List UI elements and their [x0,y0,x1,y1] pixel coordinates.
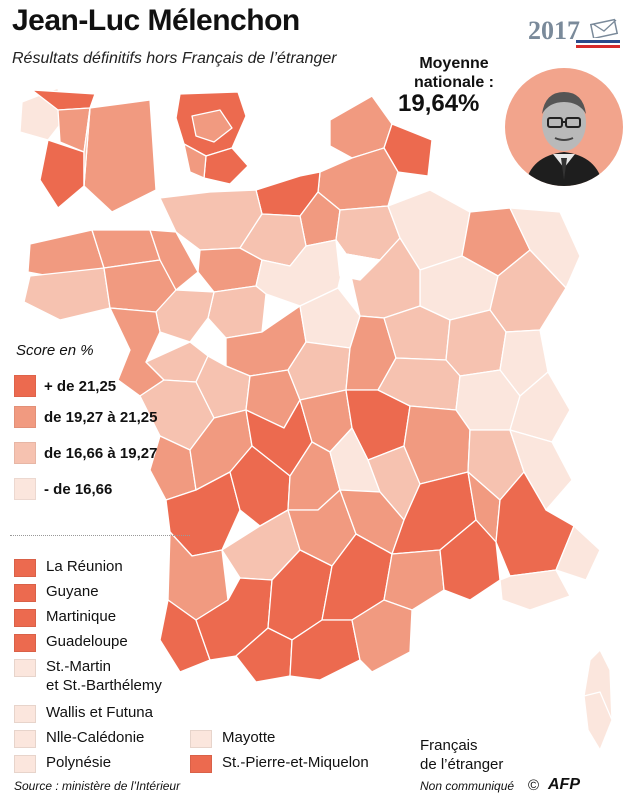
overseas-item: Nlle-Calédonie [14,728,144,748]
overseas-item: Mayotte [190,728,275,748]
overseas-swatch [14,634,36,652]
ballot-envelope-icon [590,18,619,38]
overseas-item: Martinique [14,607,116,627]
overseas-label: Martinique [46,608,117,625]
overseas-item: Guyane [14,582,99,602]
region-idf-east [83,99,157,213]
logo-year: 2017 [528,16,580,45]
region-idf-south [39,139,85,209]
abroad-label: Français de l’étranger [420,736,503,774]
candidate-portrait [505,68,623,186]
overseas-swatch [14,705,36,723]
overseas-label: Polynésie [46,754,112,771]
legend-swatch [14,478,36,500]
overseas-label: Mayotte [222,729,276,746]
overseas-swatch [190,730,212,748]
national-average-label: Moyenne nationale : [400,54,508,92]
legend-swatch [14,375,36,397]
national-average-label-line1: Moyenne [419,55,489,72]
election-2017-logo: 2017 [528,14,620,54]
overseas-swatch [14,584,36,602]
overseas-label: La Réunion [46,558,123,575]
national-average-label-line2: nationale : [413,74,494,91]
overseas-swatch [14,609,36,627]
overseas-swatch [14,559,36,577]
region-idf-south2 [83,107,91,187]
overseas-swatch [14,659,36,677]
overseas-label: St.-Pierre-et-Miquelon [222,754,369,771]
overseas-item: Wallis et Futuna [14,703,153,723]
legend-item: - de 16,66 [14,476,112,502]
legend-label: de 19,27 à 21,25 [44,408,158,426]
legend-label: - de 16,66 [44,480,113,498]
national-average-value: 19,64% [398,90,480,117]
overseas-label: Guadeloupe [46,633,128,650]
abroad-label-line1: Français [420,737,478,754]
overseas-item: La Réunion [14,557,123,577]
map-title: Jean-Luc Mélenchon [12,4,300,37]
corsica [583,649,613,751]
overseas-item: Guadeloupe [14,632,128,652]
source-note: Source : ministère de l’Intérieur [14,779,181,793]
france-map [19,87,613,751]
legend-swatch [14,406,36,428]
legend-divider [10,535,190,536]
legend-item: de 16,66 à 19,27 [14,440,157,466]
paris-blank [335,239,381,281]
legend-item: de 19,27 à 21,25 [14,404,157,430]
map-subtitle: Résultats définitifs hors Français de l’… [12,50,337,67]
paris-inset [175,91,249,185]
portrait-illustration [525,92,603,186]
idf-inset [19,87,157,213]
overseas-label: St.-Martin et St.-Barthélemy [46,658,162,694]
mainland-departments [23,95,601,683]
overseas-label: Guyane [46,583,99,600]
legend-title: Score en % [16,342,94,359]
logo-blue-bar [576,40,620,43]
abroad-label-line2: de l’étranger [420,756,504,773]
overseas-item: St.-Martin et St.-Barthélemy [14,657,162,695]
legend-swatch [14,442,36,464]
overseas-label: Nlle-Calédonie [46,729,145,746]
legend-item: + de 21,25 [14,373,116,399]
logo-red-bar [576,45,620,48]
overseas-swatch [190,755,212,773]
legend-label: de 16,66 à 19,27 [44,444,158,462]
overseas-label: Wallis et Futuna [46,704,153,721]
copyright-symbol: © [528,777,540,794]
overseas-swatch [14,730,36,748]
abroad-note: Non communiqué [420,779,515,793]
overseas-item: St.-Pierre-et-Miquelon [190,753,369,773]
afp-logo: AFP [548,776,580,793]
overseas-item: Polynésie [14,753,111,773]
overseas-swatch [14,755,36,773]
legend-label: + de 21,25 [44,377,117,395]
